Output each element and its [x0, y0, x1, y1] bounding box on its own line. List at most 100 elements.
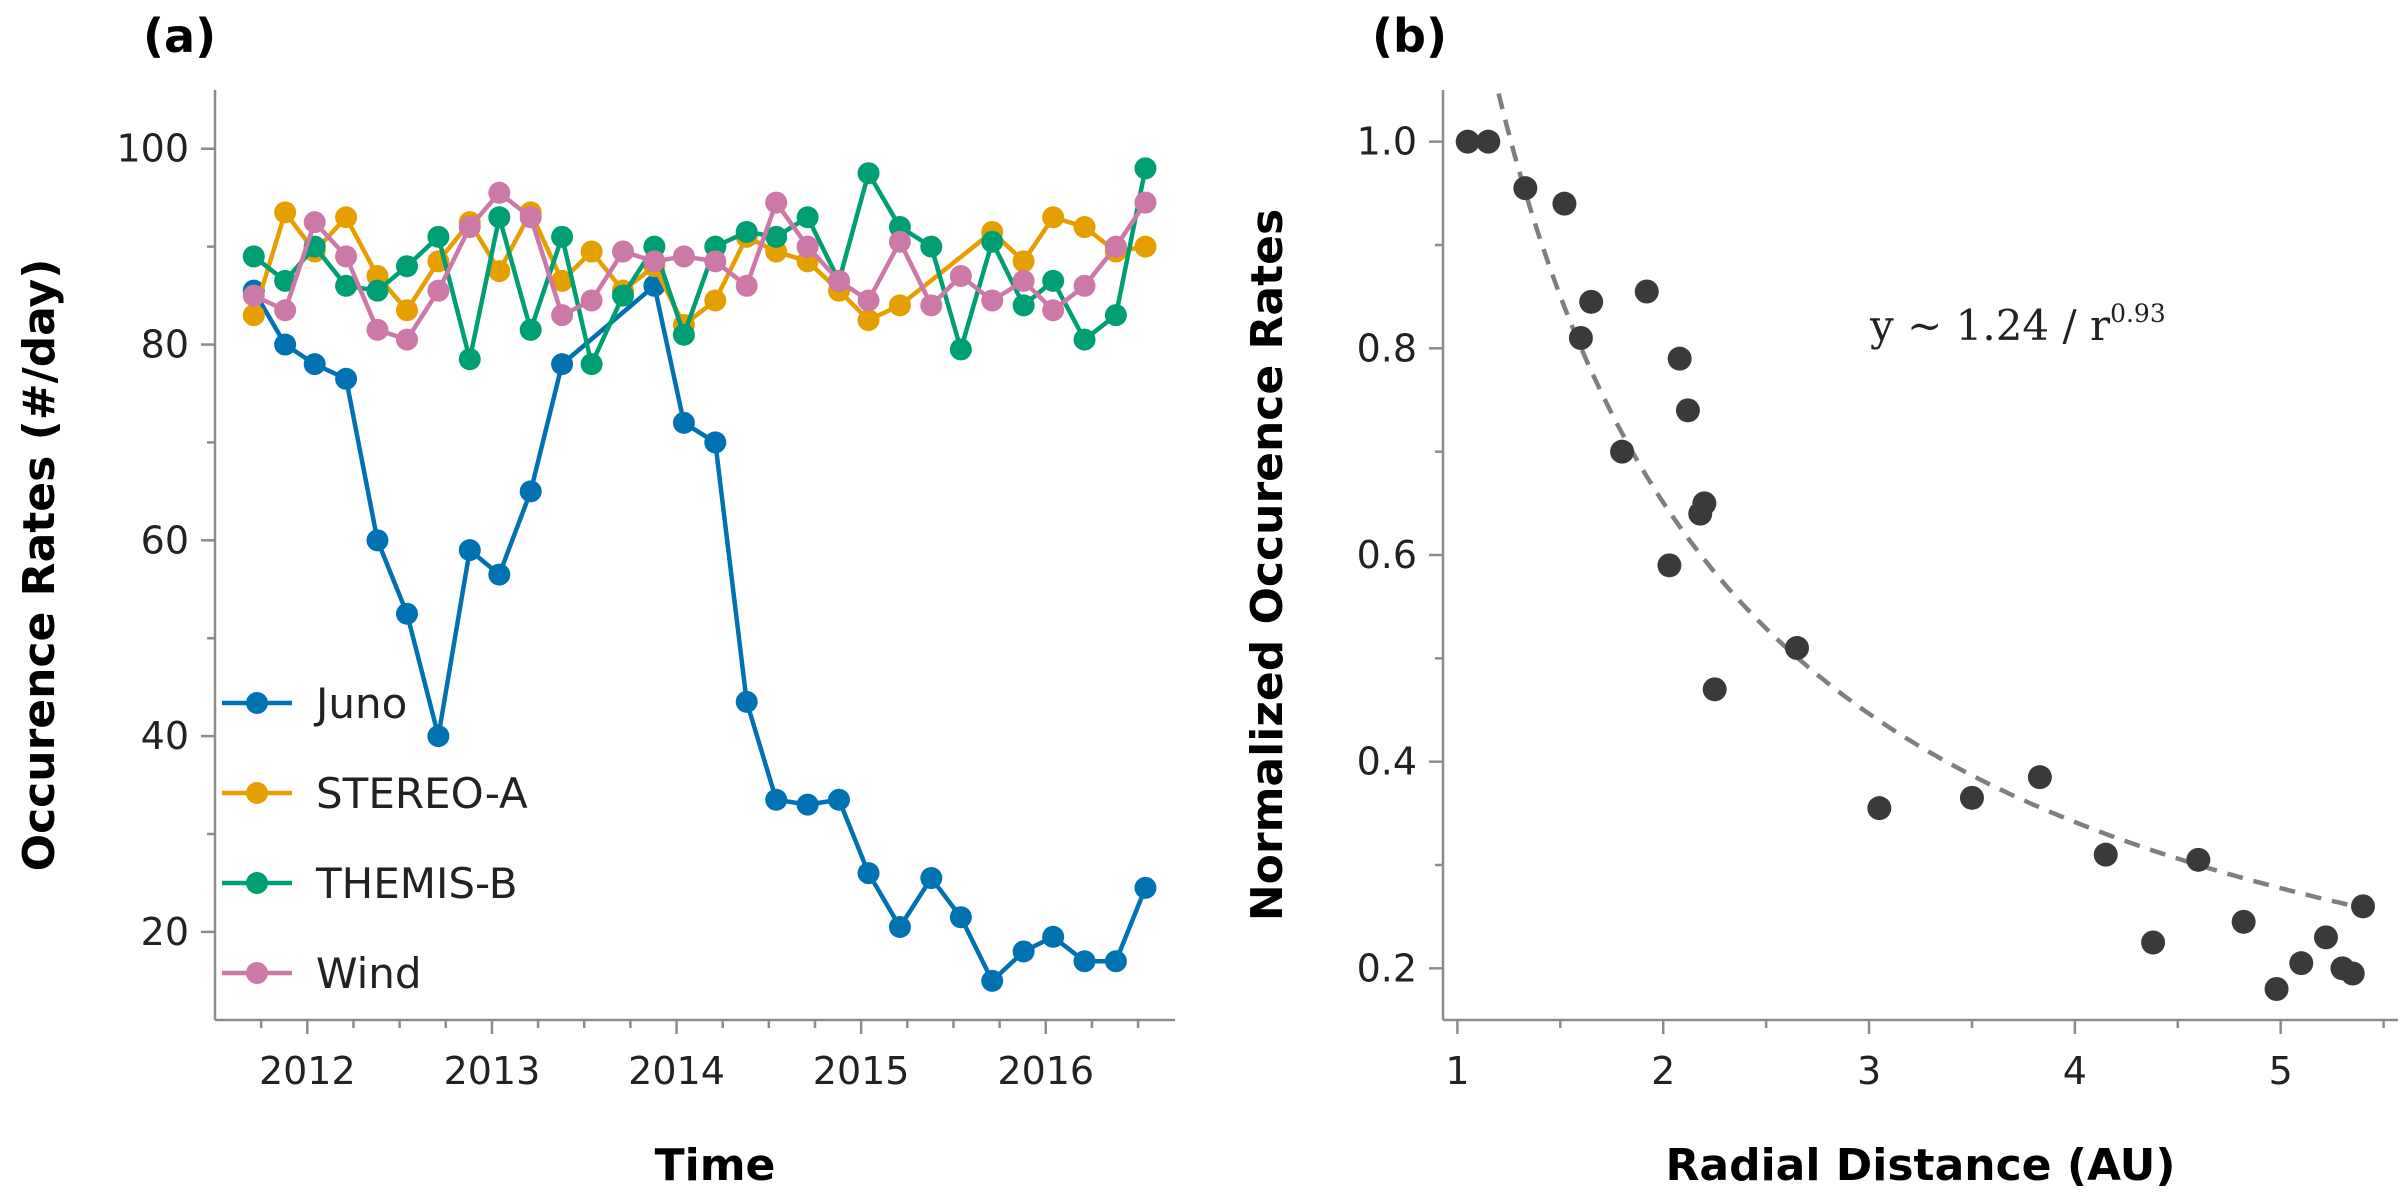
series-marker — [519, 318, 542, 341]
scatter-point — [2186, 847, 2211, 872]
panel-b-x-axis-title: Radial Distance (AU) — [1666, 1140, 2176, 1191]
scatter-point — [1455, 129, 1480, 154]
series-marker — [704, 289, 727, 312]
series-marker — [551, 269, 574, 292]
panel-a-x-tick-label: 2012 — [259, 1049, 356, 1093]
series-marker — [335, 274, 358, 297]
series-marker — [765, 191, 788, 214]
series-marker — [274, 333, 297, 356]
series-marker — [735, 274, 758, 297]
legend-label: STEREO-A — [316, 769, 528, 818]
series-themis-b — [242, 157, 1157, 376]
panel-b-x-tick-label: 1 — [1445, 1049, 1469, 1093]
series-marker — [427, 279, 450, 302]
panel-b-y-tick-label: 0.8 — [1357, 326, 1417, 370]
series-marker — [920, 867, 943, 890]
series-marker — [643, 250, 666, 273]
panel-b-y-tick-label: 0.6 — [1357, 533, 1417, 577]
series-marker — [857, 309, 880, 332]
scatter-point — [1785, 636, 1810, 660]
fit-equation-base: y ∼ 1.24 / r — [1869, 301, 2111, 350]
series-marker — [920, 235, 943, 258]
series-marker — [396, 602, 418, 625]
scatter-point — [2289, 951, 2314, 976]
series-marker — [920, 294, 943, 317]
series-marker — [1012, 294, 1035, 317]
series-marker — [366, 318, 389, 341]
panel-b-points — [1455, 129, 2376, 1001]
scatter-point — [1867, 796, 1892, 821]
series-marker — [704, 431, 727, 454]
legend-swatch-marker — [246, 962, 268, 984]
series-line — [251, 283, 1148, 984]
series-marker — [519, 206, 542, 229]
panel-b-y-axis-title: Normalized Occurence Rates — [1242, 209, 1293, 921]
scatter-point — [2351, 894, 2376, 919]
series-marker — [1012, 940, 1035, 963]
series-marker — [981, 969, 1004, 992]
panel-b-x-tick-label: 3 — [1857, 1049, 1881, 1093]
series-marker — [580, 240, 603, 263]
panel-b-y-tick-label: 0.2 — [1357, 946, 1417, 990]
panel-a-x-tick-label: 2015 — [813, 1049, 910, 1093]
series-marker — [857, 289, 880, 312]
series-marker — [612, 240, 634, 263]
fit-equation-exponent: 0.93 — [2110, 299, 2166, 328]
scatter-point — [1579, 289, 1604, 314]
scatter-point — [1568, 326, 1593, 350]
series-marker — [1104, 304, 1127, 327]
panel-a-legend: Juno STEREO-A THEMIS-B Wind — [222, 679, 528, 998]
series-marker — [1134, 235, 1157, 258]
series-marker — [488, 563, 511, 586]
scatter-point — [2093, 842, 2118, 867]
panel-b-fit-curve — [1496, 92, 2364, 911]
series-marker — [1134, 191, 1157, 214]
scatter-point — [1552, 191, 1577, 216]
series-marker — [396, 255, 418, 278]
series-marker — [1012, 250, 1035, 273]
series-marker — [857, 862, 880, 885]
series-marker — [672, 245, 695, 268]
series-marker — [303, 211, 326, 234]
series-marker — [672, 411, 695, 434]
legend-swatch-marker — [246, 782, 268, 804]
series-marker — [274, 201, 297, 224]
panel-b-label: (b) — [1372, 9, 1447, 63]
series-marker — [335, 206, 358, 229]
panel-a-x-tick-label: 2014 — [628, 1049, 725, 1093]
fit-curve — [1496, 92, 2364, 911]
series-marker — [1073, 950, 1096, 973]
series-marker — [580, 289, 603, 312]
series-marker — [765, 225, 788, 248]
series-marker — [828, 788, 850, 811]
panel-a-series — [242, 157, 1157, 992]
series-marker — [242, 304, 265, 327]
panel-a-label: (a) — [143, 9, 216, 63]
scatter-point — [1702, 677, 1727, 702]
panel-a: (a) 20 40 60 80 100 2012 2013 2014 2015 2016 Juno… — [14, 9, 1175, 1191]
series-marker — [888, 916, 911, 938]
series-marker — [519, 480, 542, 503]
series-line — [251, 210, 1146, 328]
series-marker — [949, 265, 972, 287]
scatter-point — [1959, 785, 1984, 810]
series-marker — [242, 245, 265, 268]
series-marker — [1042, 206, 1065, 229]
series-marker — [458, 539, 481, 562]
scatter-point — [2264, 977, 2289, 1001]
series-marker — [580, 353, 603, 376]
panel-a-y-tick-label: 20 — [141, 910, 189, 954]
legend-label: THEMIS-B — [315, 859, 518, 908]
series-marker — [274, 299, 297, 322]
series-marker — [735, 690, 758, 713]
series-marker — [488, 206, 511, 229]
series-marker — [1042, 269, 1065, 292]
panel-a-x-axis-title: Time — [655, 1140, 776, 1191]
panel-b: (b) 0.2 0.4 0.6 0.8 1.0 1 2 3 4 5 y ∼ 1.24 / r0.9… — [1242, 9, 2398, 1191]
scatter-point — [1692, 491, 1717, 516]
scatter-point — [2340, 961, 2365, 986]
series-marker — [1134, 157, 1157, 180]
series-marker — [735, 220, 758, 243]
series-marker — [888, 230, 911, 253]
series-marker — [796, 793, 819, 816]
